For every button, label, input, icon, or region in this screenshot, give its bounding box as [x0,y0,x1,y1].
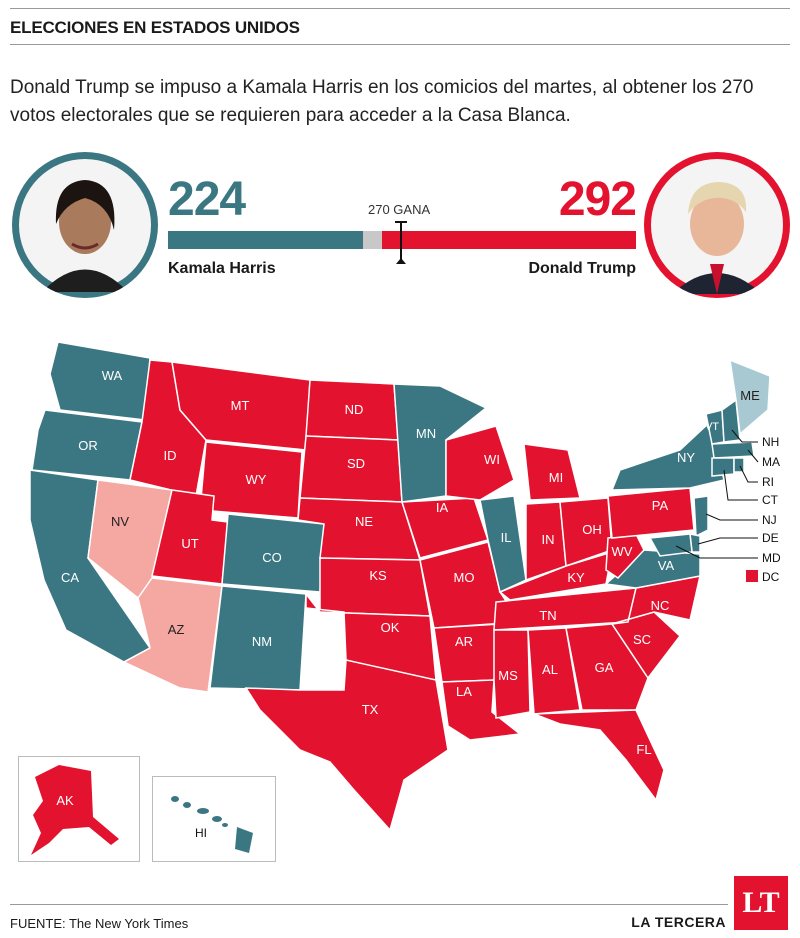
state-ks [319,557,431,617]
state-shapes [29,341,771,832]
harris-votes: 224 [168,173,246,226]
state-fl [533,709,665,802]
harris-name: Kamala Harris [168,260,276,277]
label-tn: TN [539,608,556,623]
harris-portrait [12,152,158,298]
label-fl: FL [636,742,651,757]
label-nc: NC [651,598,670,613]
label-va: VA [658,558,675,573]
state-me [729,358,771,436]
la-tercera-logo: LT [734,876,788,930]
label-or: OR [78,438,98,453]
state-mi [523,443,581,501]
trump-votes: 292 [558,173,637,226]
label-ks: KS [369,568,387,583]
source-note: FUENTE: The New York Times [10,916,189,931]
label-az: AZ [168,622,185,637]
label-ak: AK [56,793,74,808]
state-ct [711,457,735,477]
label-wa: WA [102,368,123,383]
state-ar [433,623,501,683]
label-ny: NY [677,450,695,465]
threshold-label: 270 GANA [368,202,431,217]
label-co: CO [262,550,282,565]
state-ga [565,623,649,711]
callout-leaders [675,429,759,559]
trump-portrait [644,152,790,298]
label-mo: MO [454,570,475,585]
state-wi [445,425,515,501]
electoral-bar [168,231,636,249]
us-electoral-map: WA OR CA NV ID MT WY UT CO AZ NM ND SD N… [29,341,781,832]
state-mt [171,361,311,451]
state-or [31,409,143,481]
callout-ct: CT [762,493,779,507]
label-sd: SD [347,456,365,471]
label-ky: KY [567,570,585,585]
callout-de: DE [762,531,779,545]
label-wv: WV [612,544,633,559]
threshold-marker [400,222,402,262]
label-me: ME [740,388,760,403]
label-wy: WY [246,472,267,487]
state-labels: WA OR CA NV ID MT WY UT CO AZ NM ND SD N… [61,368,760,757]
state-nj [693,495,709,538]
label-nv: NV [111,514,129,529]
callout-nh: NH [762,435,779,449]
label-in: IN [542,532,555,547]
state-tx [244,659,449,832]
threshold-marker-caps [395,221,407,264]
top-rule [10,8,790,9]
lede-text: Donald Trump se impuso a Kamala Harris e… [10,77,754,126]
label-wi: WI [484,452,500,467]
hawaii-inset: HI [152,776,276,862]
state-al [527,627,581,715]
label-vt: VT [705,421,719,433]
label-ms: MS [498,668,518,683]
label-ca: CA [61,570,79,585]
callout-dc: DC [762,570,780,584]
label-nd: ND [345,402,364,417]
brand-name: LA TERCERA [631,914,726,930]
alaska-inset: AK [18,756,140,862]
state-ma [711,441,755,459]
state-wa [49,341,151,421]
label-ut: UT [181,536,198,551]
label-al: AL [542,662,558,677]
label-ok: OK [381,620,400,635]
state-md [648,533,693,557]
label-mi: MI [549,470,563,485]
label-id: ID [164,448,177,463]
label-mt: MT [231,398,250,413]
label-ga: GA [595,660,614,675]
label-ia: IA [436,500,449,515]
label-il: IL [501,530,512,545]
label-oh: OH [582,522,602,537]
label-hi: HI [195,826,207,840]
kicker-rule [10,44,790,45]
harris-bar-segment [168,231,363,249]
trump-bar-segment [381,231,636,249]
callout-nj: NJ [762,513,777,527]
label-la: LA [456,684,472,699]
label-ar: AR [455,634,473,649]
label-mn: MN [416,426,436,441]
label-tx: TX [362,702,379,717]
state-il [479,495,527,594]
undecided-bar-segment [362,231,382,249]
callout-md: MD [762,551,781,565]
label-nm: NM [252,634,272,649]
callout-labels: NH MA RI CT NJ DE MD DC [746,435,781,584]
label-ne: NE [355,514,373,529]
kicker-title: ELECCIONES EN ESTADOS UNIDOS [10,18,300,37]
callout-ri: RI [762,475,774,489]
label-pa: PA [652,498,669,513]
dc-swatch [746,570,758,582]
callout-ma: MA [762,455,780,469]
footer-rule [10,904,728,905]
state-ms [493,629,531,719]
label-sc: SC [633,632,651,647]
state-pa [607,487,695,539]
trump-name: Donald Trump [528,260,636,277]
